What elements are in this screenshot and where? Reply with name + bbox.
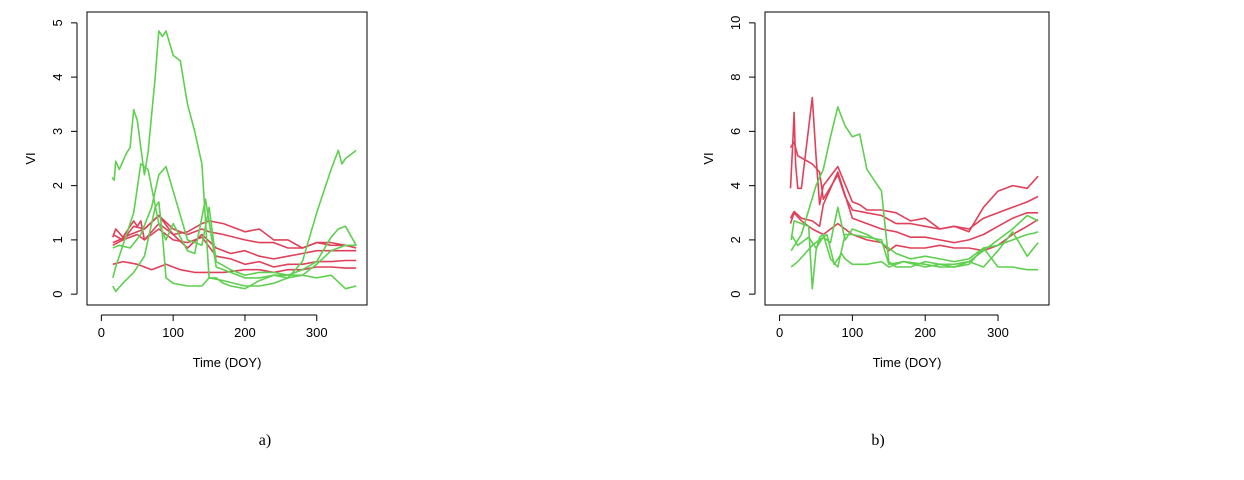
panel-b-series-8-green-line xyxy=(790,220,1039,290)
panel-b-series-3-red-line xyxy=(789,171,1039,244)
panel-a-series-3-red-line xyxy=(112,214,357,260)
panel-b-y-tick-label: 10 xyxy=(728,16,743,30)
panel-a-chart: 0 100 200 300 0 1 2 3 4 5 Time (DOY) VI a) xyxy=(23,11,368,449)
panel-a-series-7-green-line xyxy=(112,163,357,279)
panel-a-y-tick-label: 2 xyxy=(50,182,65,189)
panel-a-x-tick-label: 100 xyxy=(162,325,184,340)
panel-b-y-tick-label: 0 xyxy=(728,291,743,298)
panel-a-series-6-green-line xyxy=(111,30,357,290)
panel-b-series-2-red-line xyxy=(789,141,1039,230)
panel-b-chart: 0 100 200 300 0 2 4 6 8 10 Time (DOY) VI b) xyxy=(701,11,1050,449)
panel-a-series-9-green-line xyxy=(112,201,357,293)
panel-b-x-tick-label: 200 xyxy=(914,325,936,340)
panel-a-y-tick-label: 4 xyxy=(50,73,65,80)
panel-a-y-axis-title: VI xyxy=(23,152,38,164)
panel-b-x-tick-label: 0 xyxy=(776,325,783,340)
panel-a-x-tick-label: 300 xyxy=(306,325,328,340)
panel-b-plot-frame xyxy=(764,11,1050,306)
panel-b-y-tick-label: 4 xyxy=(728,182,743,189)
panel-a-x-axis-title: Time (DOY) xyxy=(193,355,262,370)
panel-b-series-4-red-line xyxy=(789,212,1039,252)
panel-a-caption: a) xyxy=(259,432,271,449)
panel-a-y-tick-label: 3 xyxy=(50,128,65,135)
panel-b-y-axis-title: VI xyxy=(701,152,716,164)
panel-b-series-7-green-line xyxy=(790,233,1039,271)
panel-a-y-tick-label: 1 xyxy=(50,236,65,243)
panel-a-y-tick-label: 5 xyxy=(50,19,65,26)
panel-b-caption: b) xyxy=(871,432,884,449)
panel-b-x-tick-label: 300 xyxy=(987,325,1009,340)
panel-b-series-1-red-line xyxy=(789,96,1039,233)
panel-a-x-tick-label: 200 xyxy=(234,325,256,340)
panel-a-series-8-green-line xyxy=(112,165,357,277)
panel-a-plot-frame xyxy=(86,11,368,306)
panel-a-series-2-red-line xyxy=(112,214,357,249)
panel-a-y-tick-label: 0 xyxy=(50,291,65,298)
panel-b-x-axis-title: Time (DOY) xyxy=(873,355,942,370)
panel-b-y-tick-label: 6 xyxy=(728,128,743,135)
panel-b-y-tick-label: 2 xyxy=(728,236,743,243)
panel-b-y-tick-label: 8 xyxy=(728,73,743,80)
panel-a-x-tick-label: 0 xyxy=(98,325,105,340)
panel-b-x-tick-label: 100 xyxy=(842,325,864,340)
